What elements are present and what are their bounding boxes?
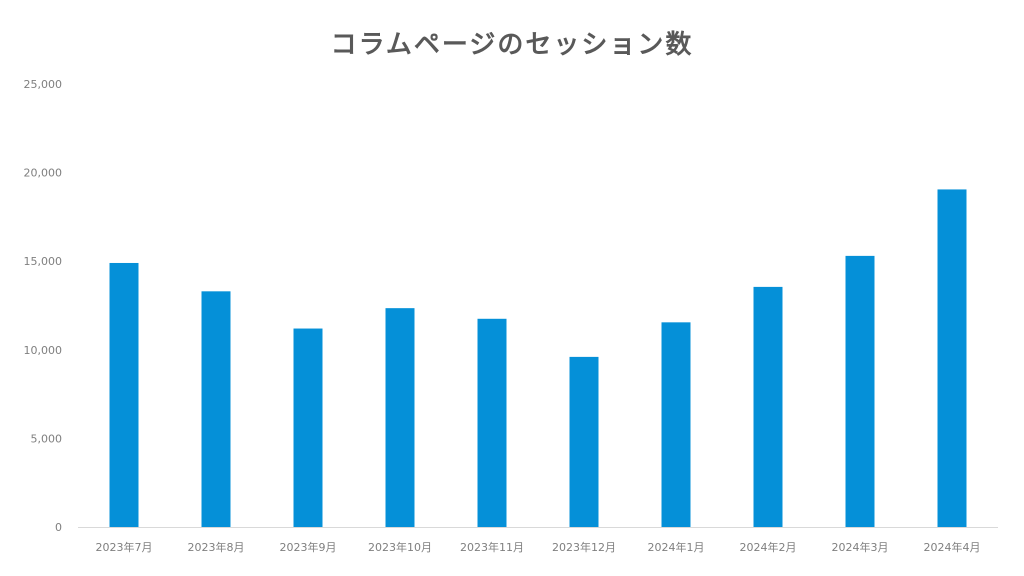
bar xyxy=(477,318,507,527)
chart-title: コラムページのセッション数 xyxy=(330,30,694,60)
y-tick-label: 25,000 xyxy=(24,78,63,91)
x-tick-label: 2024年1月 xyxy=(648,540,705,554)
x-tick-label: 2023年10月 xyxy=(368,540,432,554)
bar xyxy=(753,286,783,527)
x-tick-label: 2023年7月 xyxy=(96,540,153,554)
bar xyxy=(845,255,875,527)
bar xyxy=(937,189,967,527)
y-tick-label: 5,000 xyxy=(31,432,63,445)
x-tick-label: 2023年8月 xyxy=(188,540,245,554)
x-tick-label: 2024年4月 xyxy=(924,540,981,554)
bar xyxy=(109,262,139,527)
y-tick-label: 15,000 xyxy=(24,255,63,268)
x-tick-label: 2024年3月 xyxy=(832,540,889,554)
x-tick-label: 2023年11月 xyxy=(460,540,524,554)
x-tick-label: 2023年9月 xyxy=(280,540,337,554)
x-tick-label: 2023年12月 xyxy=(552,540,616,554)
bar xyxy=(661,322,691,527)
y-tick-label: 20,000 xyxy=(24,167,63,180)
bar xyxy=(201,291,231,527)
y-tick-label: 10,000 xyxy=(24,344,63,357)
bar xyxy=(385,308,415,527)
y-tick-label: 0 xyxy=(55,521,62,534)
bar xyxy=(293,328,323,527)
bar xyxy=(569,356,599,527)
x-tick-label: 2024年2月 xyxy=(740,540,797,554)
